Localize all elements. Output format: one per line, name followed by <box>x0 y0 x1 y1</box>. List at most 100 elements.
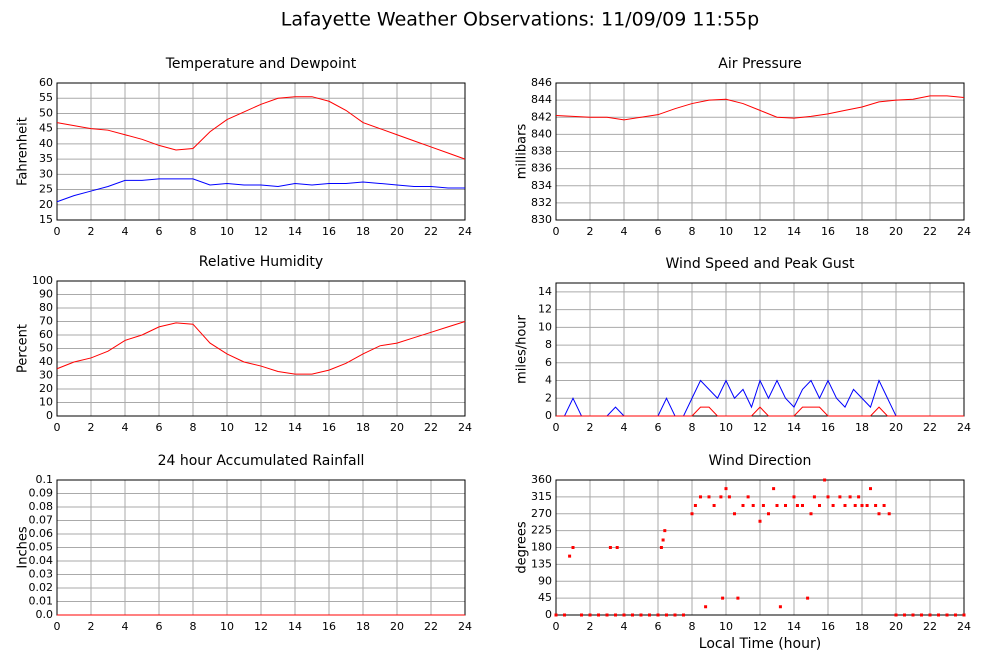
x-tick-label: 6 <box>156 620 163 633</box>
x-tick-label: 0 <box>54 620 61 633</box>
x-tick-label: 8 <box>190 421 197 434</box>
data-point <box>597 613 600 617</box>
y-tick-label: 80 <box>39 301 53 314</box>
data-point <box>877 512 881 516</box>
y-tick-label: 0.07 <box>29 514 54 527</box>
y-tick-label: 8 <box>545 338 552 351</box>
y-tick-label: 50 <box>39 106 53 119</box>
y-tick-label: 10 <box>39 396 53 409</box>
y-tick-label: 0 <box>545 409 552 422</box>
data-point <box>608 546 612 549</box>
x-tick-label: 6 <box>655 421 662 434</box>
data-point <box>724 487 728 491</box>
data-point <box>588 613 592 617</box>
y-tick-label: 180 <box>531 541 552 554</box>
x-tick-label: 20 <box>889 421 903 434</box>
x-tick-label: 10 <box>220 421 234 434</box>
data-point <box>690 512 694 516</box>
data-point <box>812 495 816 499</box>
y-axis-label: Percent <box>16 324 31 373</box>
y-tick-label: 225 <box>531 524 552 537</box>
y-tick-label: 60 <box>39 328 53 341</box>
data-point <box>809 512 813 516</box>
x-tick-label: 12 <box>254 620 268 633</box>
data-point <box>843 504 847 507</box>
y-axis-label: degrees <box>515 521 530 574</box>
y-tick-label: 50 <box>39 342 53 355</box>
x-tick-label: 4 <box>122 421 129 434</box>
y-tick-label: 840 <box>531 127 552 140</box>
data-line <box>56 321 466 375</box>
y-tick-label: 30 <box>39 167 53 180</box>
data-point <box>818 504 821 507</box>
x-tick-label: 20 <box>390 620 404 633</box>
data-point <box>920 613 923 617</box>
data-point <box>795 504 799 507</box>
x-tick-label: 14 <box>288 620 302 633</box>
data-point <box>580 613 583 617</box>
data-point <box>865 504 869 507</box>
y-axis-label: miles/hour <box>515 314 530 383</box>
y-tick-label: 100 <box>32 274 53 287</box>
data-line <box>556 406 964 417</box>
data-point <box>882 504 886 507</box>
x-tick-label: 0 <box>553 620 560 633</box>
y-tick-label: 60 <box>39 76 53 89</box>
x-tick-label: 4 <box>621 225 628 238</box>
x-tick-label: 8 <box>689 421 696 434</box>
x-tick-label: 14 <box>288 225 302 238</box>
data-point <box>954 613 957 617</box>
data-point <box>772 487 776 491</box>
x-tick-label: 4 <box>621 620 628 633</box>
x-tick-label: 0 <box>54 421 61 434</box>
x-tick-label: 12 <box>753 620 767 633</box>
chart-title: Wind Direction <box>709 453 812 469</box>
y-tick-label: 14 <box>538 285 552 298</box>
x-tick-label: 8 <box>689 225 696 238</box>
data-point <box>712 504 716 507</box>
data-point <box>648 613 651 617</box>
x-tick-label: 2 <box>587 225 594 238</box>
y-tick-label: 40 <box>39 137 53 150</box>
x-tick-label: 20 <box>889 225 903 238</box>
x-tick-label: 24 <box>957 620 971 633</box>
x-tick-label: 12 <box>753 225 767 238</box>
y-tick-label: 842 <box>531 110 552 123</box>
x-tick-label: 16 <box>821 225 835 238</box>
x-tick-label: 8 <box>190 620 197 633</box>
data-point <box>682 613 685 617</box>
y-tick-label: 844 <box>531 93 552 106</box>
data-point <box>568 554 572 558</box>
y-tick-label: 832 <box>531 196 552 209</box>
x-tick-label: 24 <box>957 225 971 238</box>
plot-frame <box>56 280 466 417</box>
x-tick-label: 10 <box>719 225 733 238</box>
x-tick-label: 20 <box>889 620 903 633</box>
data-point <box>869 487 872 491</box>
y-tick-label: 4 <box>545 374 552 387</box>
data-point <box>663 529 667 533</box>
data-point <box>693 504 697 507</box>
data-point <box>860 504 864 507</box>
y-tick-label: 45 <box>538 591 552 604</box>
x-tick-label: 16 <box>322 421 336 434</box>
chart-title: Air Pressure <box>718 56 801 72</box>
x-tick-label: 14 <box>288 421 302 434</box>
x-tick-label: 24 <box>458 620 472 633</box>
x-tick-label: 18 <box>356 620 370 633</box>
y-tick-label: 12 <box>538 303 552 316</box>
data-point <box>746 495 750 499</box>
plot-frame <box>555 82 965 221</box>
data-point <box>945 613 949 617</box>
y-tick-label: 25 <box>39 183 53 196</box>
chart-title: Relative Humidity <box>199 254 323 270</box>
y-tick-label: 90 <box>39 288 53 301</box>
data-point <box>614 613 617 617</box>
data-point <box>962 613 966 617</box>
x-tick-label: 22 <box>923 421 937 434</box>
x-tick-label: 2 <box>587 421 594 434</box>
x-tick-label: 20 <box>390 421 404 434</box>
x-tick-label: 14 <box>787 225 801 238</box>
x-tick-label: 8 <box>689 620 696 633</box>
